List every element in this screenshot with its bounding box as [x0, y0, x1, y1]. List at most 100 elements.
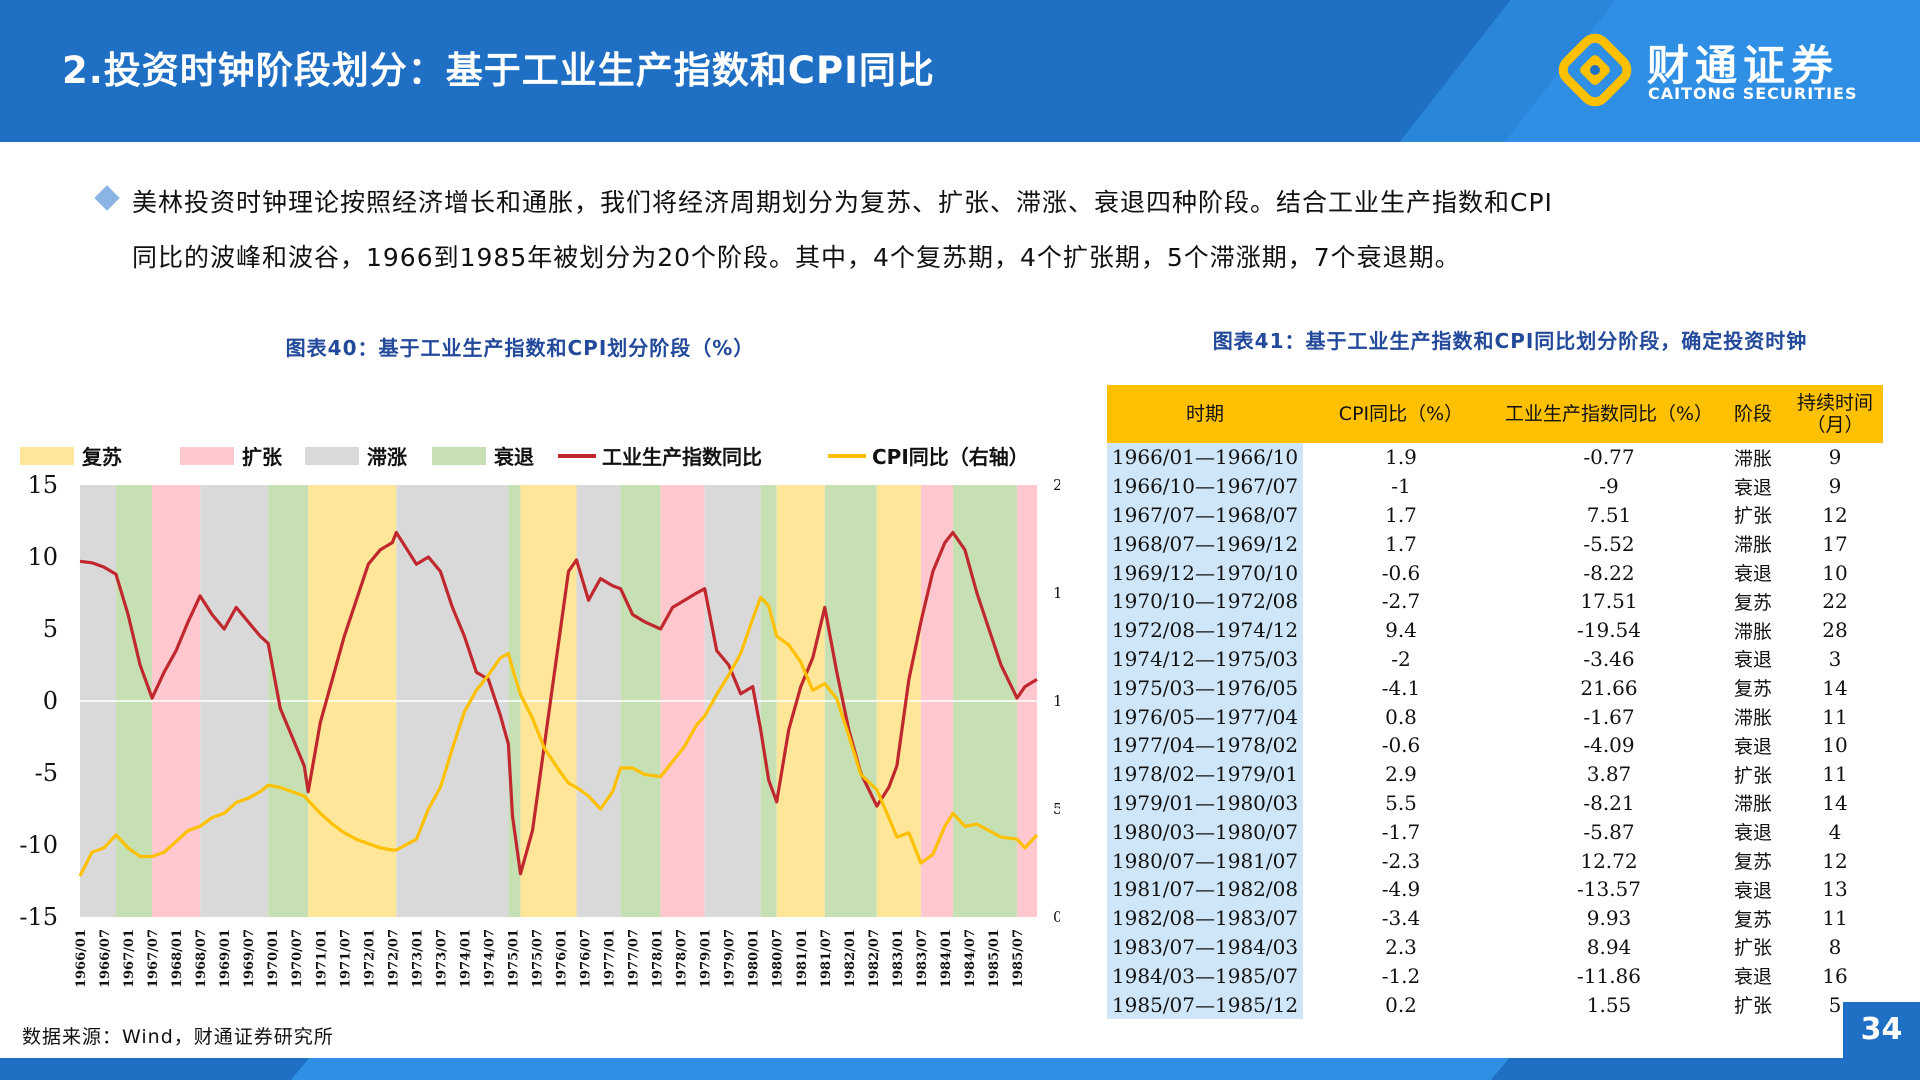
period-cell: 1983/07—1984/03	[1107, 932, 1303, 962]
period-cell: 1977/04—1978/02	[1107, 730, 1303, 760]
y-right-tick-label: 10	[1053, 692, 1060, 710]
table-row: 1983/07—1984/03 2.3 8.94 扩张 8	[1107, 932, 1883, 962]
table-header-ip: 工业生产指数同比（%）	[1499, 385, 1719, 443]
ip-cell: -8.22	[1583, 560, 1635, 585]
x-tick-label: 1973/07	[434, 929, 449, 988]
x-tick-label: 1985/07	[1011, 929, 1026, 988]
ip-cell: 1.55	[1586, 992, 1632, 1017]
x-tick-label: 1983/01	[891, 929, 906, 988]
diamond-bullet-icon	[94, 185, 120, 211]
ip-cell: -4.09	[1583, 733, 1635, 758]
period-cell: 1969/12—1970/10	[1107, 558, 1303, 587]
y-left-tick-label: -10	[19, 831, 58, 859]
stage-cell: 扩张	[1733, 937, 1772, 960]
x-tick-label: 1970/01	[266, 929, 281, 988]
table-row: 1982/08—1983/07 -3.4 9.93 复苏 11	[1107, 903, 1883, 933]
cpi-cell: -4.9	[1381, 877, 1421, 902]
cpi-cell: 1.9	[1385, 445, 1417, 470]
x-tick-label: 1984/01	[939, 929, 954, 988]
ip-cell: -9	[1599, 474, 1619, 499]
cpi-cell: 0.2	[1385, 992, 1417, 1017]
ip-yoy-line	[79, 530, 1038, 876]
ip-cell: 21.66	[1580, 675, 1638, 700]
x-tick-label: 1979/07	[723, 929, 738, 988]
footer-stripe	[290, 1058, 1510, 1080]
period-cell: 1982/08—1983/07	[1107, 903, 1303, 933]
period-cell: 1978/02—1979/01	[1107, 759, 1303, 789]
x-tick-label: 1975/07	[531, 929, 546, 988]
duration-cell: 11	[1822, 762, 1848, 787]
ip-cell: -19.54	[1576, 618, 1641, 643]
phase-chart: 复苏 扩张 滞涨 衰退 工业生产指数同比 CPI同比（右轴） 15 10 5 0 -5 -10 -15…	[19, 445, 1060, 988]
duration-cell: 28	[1822, 618, 1848, 643]
y-right-tick-label: 0	[1053, 908, 1060, 926]
x-tick-label: 1978/01	[651, 929, 666, 988]
duration-cell: 13	[1822, 877, 1848, 902]
duration-cell: 5	[1828, 992, 1842, 1017]
cpi-cell: 5.5	[1385, 790, 1417, 815]
y-axis-left: 15 10 5 0 -5 -10 -15	[19, 471, 58, 931]
period-cell: 1968/07—1969/12	[1107, 529, 1303, 559]
ip-cell: 12.72	[1580, 848, 1638, 873]
ip-cell: -5.52	[1583, 531, 1635, 556]
legend-label: 扩张	[242, 445, 283, 469]
duration-cell: 14	[1822, 790, 1848, 815]
x-axis: 1966/01 1966/07 1967/01 1967/07 1968/01 1968/…	[74, 929, 1026, 988]
x-tick-label: 1976/07	[579, 929, 594, 988]
period-cell: 1979/01—1980/03	[1107, 788, 1303, 818]
duration-cell: 12	[1822, 848, 1848, 873]
cpi-yoy-line	[78, 595, 1039, 877]
phase-table: 时期 CPI同比（%） 工业生产指数同比（%） 阶段 持续时间（月） 1966/…	[1107, 385, 1883, 1019]
ip-cell: 3.87	[1586, 762, 1632, 787]
x-tick-label: 1966/07	[98, 929, 113, 988]
x-tick-label: 1976/01	[555, 929, 570, 988]
legend-label: 衰退	[493, 445, 534, 469]
table-row: 1967/07—1968/07 1.7 7.51 扩张 12	[1107, 500, 1883, 530]
y-right-tick-label: 15	[1053, 584, 1060, 602]
y-left-tick-label: -5	[35, 759, 58, 787]
table-row: 1970/10—1972/08 -2.7 17.51 复苏 22	[1107, 586, 1883, 616]
duration-cell: 11	[1822, 704, 1848, 729]
y-right-tick-label: 20	[1053, 476, 1060, 494]
cpi-cell: -1.2	[1381, 963, 1421, 988]
cpi-cell: 1.7	[1385, 531, 1417, 556]
legend-swatch	[180, 447, 234, 465]
y-left-tick-label: 5	[43, 615, 58, 643]
x-tick-label: 1982/07	[867, 929, 882, 988]
cpi-cell: -2.7	[1381, 589, 1421, 614]
x-tick-label: 1980/01	[747, 929, 762, 988]
duration-cell: 11	[1822, 906, 1848, 931]
table-row: 1980/03—1980/07 -1.7 -5.87 衰退 4	[1107, 817, 1883, 847]
period-cell: 1974/12—1975/03	[1107, 644, 1303, 674]
table-row: 1980/07—1981/07 -2.3 12.72 复苏 12	[1107, 846, 1883, 875]
page-number: 34	[1843, 1002, 1920, 1058]
y-left-tick-label: 15	[27, 471, 58, 499]
x-tick-label: 1983/07	[915, 929, 930, 988]
x-tick-label: 1968/07	[194, 929, 209, 988]
ip-cell: -0.77	[1583, 445, 1635, 470]
cpi-cell: -1	[1391, 474, 1411, 499]
duration-cell: 10	[1822, 560, 1848, 585]
table-row: 1974/12—1975/03 -2 -3.46 衰退 3	[1107, 644, 1883, 674]
ip-cell: 17.51	[1580, 589, 1638, 614]
x-tick-label: 1969/01	[218, 929, 233, 988]
duration-cell: 9	[1828, 445, 1842, 470]
cpi-cell: 0.8	[1385, 704, 1417, 729]
data-source-note: 数据来源：Wind，财通证券研究所	[22, 1026, 334, 1048]
legend-swatch	[432, 447, 486, 465]
stage-cell: 扩张	[1733, 505, 1772, 528]
table-row: 1976/05—1977/04 0.8 -1.67 滞胀 11	[1107, 702, 1883, 731]
x-tick-label: 1967/01	[122, 929, 137, 988]
logo-chinese-name: 财通证券	[1647, 41, 1840, 90]
stage-cell: 滞胀	[1733, 534, 1772, 557]
duration-cell: 22	[1822, 589, 1848, 614]
x-tick-label: 1968/01	[170, 929, 185, 988]
ip-cell: -13.57	[1576, 877, 1641, 902]
phase-bands	[80, 485, 1037, 917]
stage-cell: 复苏	[1733, 678, 1772, 701]
cpi-cell: 2.3	[1385, 934, 1417, 959]
table-row: 1975/03—1976/05 -4.1 21.66 复苏 14	[1107, 673, 1883, 703]
cpi-cell: 1.7	[1385, 502, 1417, 527]
table-row: 1984/03—1985/07 -1.2 -11.86 衰退 16	[1107, 961, 1883, 991]
period-cell: 1975/03—1976/05	[1107, 673, 1303, 703]
